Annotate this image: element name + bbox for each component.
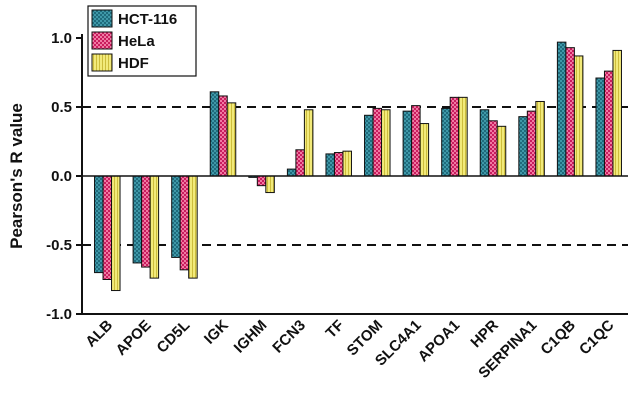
bar-ALB-HCT-116: [94, 175, 104, 274]
category-label: CD5L: [154, 317, 194, 357]
category-label: APOA1: [415, 317, 464, 366]
bar-C1QB-HCT-116: [556, 41, 567, 177]
bar-STOM-HeLa: [372, 107, 383, 177]
bar-CD5L-HDF: [188, 175, 198, 279]
bar-TF-HCT-116: [325, 153, 335, 177]
legend: HCT-116 HeLa HDF: [87, 5, 197, 77]
bar-HPR-HDF: [496, 125, 507, 177]
bar-IGHM-HDF: [265, 175, 275, 194]
y-axis-title: Pearson's R value: [7, 103, 26, 249]
bar-STOM-HDF: [381, 109, 391, 177]
bar-HPR-HeLa: [488, 120, 498, 177]
bar-SLC4A1-HCT-116: [402, 110, 413, 177]
bar-C1QC-HeLa: [603, 70, 614, 177]
bar-IGK-HCT-116: [209, 91, 220, 177]
legend-label-HeLa: HeLa: [118, 33, 155, 50]
category-label: C1QB: [537, 317, 579, 359]
bar-ALB-HDF: [111, 175, 121, 292]
legend-label-HDF: HDF: [118, 55, 149, 72]
legend-swatch-HCT-116: [91, 9, 113, 28]
y-tick-label: -1.0: [46, 306, 72, 323]
bar-FCN3-HDF: [303, 109, 314, 177]
bar-SERPINA1-HDF: [535, 100, 545, 177]
bar-IGK-HeLa: [218, 95, 228, 177]
legend-swatch-HDF: [91, 53, 113, 72]
bar-SERPINA1-HeLa: [526, 110, 537, 177]
y-tick-label: 0.0: [51, 168, 72, 185]
category-label: IGK: [201, 317, 232, 348]
bar-C1QC-HDF: [612, 49, 622, 177]
category-label: ALB: [82, 317, 116, 351]
category-label: C1QC: [576, 317, 618, 359]
bar-APOA1-HDF: [458, 96, 468, 177]
y-tick-label: -0.5: [46, 237, 72, 254]
bar-APOA1-HeLa: [449, 96, 460, 177]
category-label: APOE: [113, 317, 155, 359]
bar-TF-HDF: [342, 150, 352, 177]
bar-FCN3-HCT-116: [286, 168, 297, 177]
bar-TF-HeLa: [333, 152, 344, 177]
category-label: FCN3: [269, 317, 309, 357]
legend-swatch-HeLa: [91, 31, 113, 50]
bar-HPR-HCT-116: [479, 109, 490, 177]
legend-label-HCT-116: HCT-116: [118, 11, 177, 28]
bar-C1QC-HCT-116: [595, 77, 605, 177]
bar-APOA1-HCT-116: [441, 107, 451, 177]
y-tick-label: 1.0: [51, 30, 72, 47]
bar-SERPINA1-HCT-116: [518, 116, 528, 177]
bar-FCN3-HeLa: [295, 149, 305, 177]
bars: [94, 41, 622, 292]
bar-STOM-HCT-116: [364, 114, 374, 177]
category-label: HPR: [467, 317, 502, 352]
bar-APOE-HDF: [149, 175, 160, 279]
bar-C1QB-HDF: [573, 55, 584, 177]
bar-CD5L-HCT-116: [171, 175, 181, 258]
category-label: IGHM: [231, 317, 271, 357]
bar-ALB-HeLa: [102, 175, 113, 280]
y-tick-label: 0.5: [51, 99, 72, 116]
bar-CD5L-HeLa: [179, 175, 190, 271]
bar-IGK-HDF: [226, 102, 237, 177]
bar-SLC4A1-HDF: [419, 123, 430, 177]
bar-APOE-HCT-116: [132, 175, 143, 264]
bar-APOE-HeLa: [141, 175, 151, 268]
bar-SLC4A1-HeLa: [411, 105, 421, 177]
category-label: TF: [323, 317, 348, 342]
bar-C1QB-HeLa: [565, 47, 575, 177]
bar-IGHM-HeLa: [256, 175, 267, 187]
